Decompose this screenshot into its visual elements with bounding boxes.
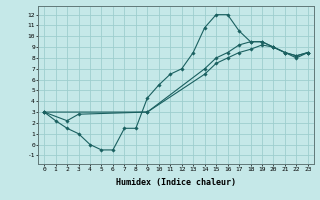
X-axis label: Humidex (Indice chaleur): Humidex (Indice chaleur) bbox=[116, 178, 236, 187]
